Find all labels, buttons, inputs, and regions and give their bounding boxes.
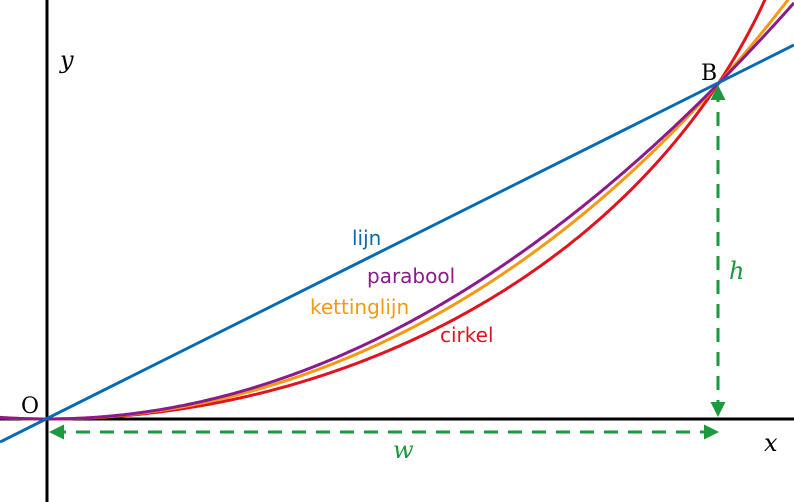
origin-label: O <box>21 394 39 419</box>
lijn-curve <box>0 43 794 444</box>
kettinglijn-label: kettinglijn <box>310 295 409 319</box>
parabool-curve <box>0 1 794 421</box>
width-label: w <box>393 436 414 464</box>
cirkel-label: cirkel <box>440 323 494 347</box>
kettinglijn-curve <box>0 0 790 421</box>
lijn-label: lijn <box>352 226 381 250</box>
height-label: h <box>729 257 744 285</box>
cirkel-curve <box>0 0 767 421</box>
x-axis-label: x <box>764 429 778 457</box>
y-axis-label: y <box>59 46 74 74</box>
parabool-label: parabool <box>367 264 455 288</box>
point-b-label: B <box>701 61 717 86</box>
